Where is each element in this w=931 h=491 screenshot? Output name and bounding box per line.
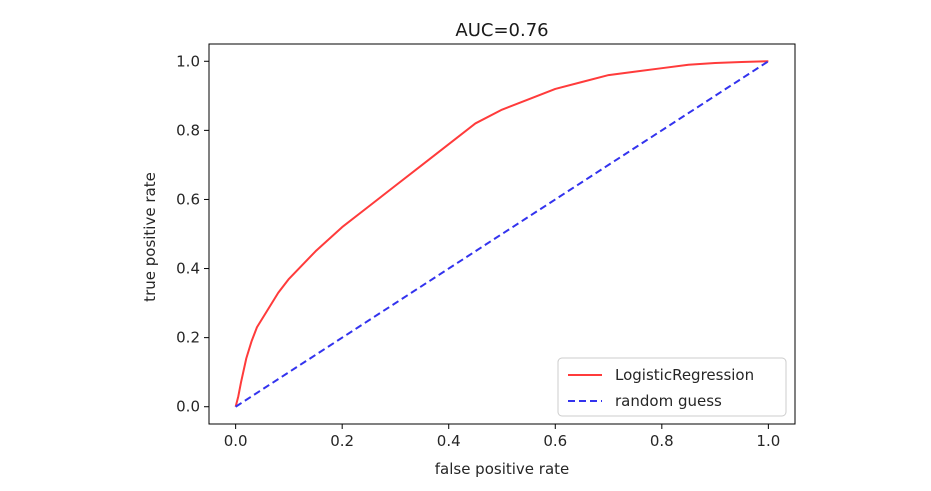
y-tick-label: 0.2: [176, 329, 200, 347]
y-tick-label: 0.0: [176, 398, 200, 416]
series-line-logisticregression: [234, 60, 769, 407]
y-axis-label: true positive rate: [141, 172, 159, 302]
x-tick-label: 0.6: [543, 432, 567, 450]
legend: LogisticRegression random guess: [557, 357, 787, 417]
chart-title: AUC=0.76: [455, 20, 548, 41]
x-tick-label: 0.2: [330, 432, 354, 450]
legend-label-random-guess: random guess: [615, 392, 722, 410]
series-line-random-guess: [235, 60, 769, 408]
y-tick-label: 0.8: [176, 121, 200, 139]
series-group: [234, 60, 769, 408]
y-tick-label: 0.6: [176, 190, 200, 208]
ticks-group: 0.0 0.2 0.4 0.6 0.8 1.0 0.0 0.2 0.4 0.6 0.8 1.0: [176, 52, 780, 450]
legend-label-logistic-regression: LogisticRegression: [615, 366, 754, 384]
legend-box: [557, 357, 787, 417]
y-tick-label: 0.4: [176, 260, 200, 278]
x-tick-label: 0.8: [650, 432, 674, 450]
x-tick-label: 0.0: [224, 432, 248, 450]
plot-frame: [208, 43, 796, 425]
x-tick-label: 1.0: [756, 432, 780, 450]
x-axis-label: false positive rate: [435, 460, 570, 478]
y-tick-label: 1.0: [176, 52, 200, 70]
x-tick-label: 0.4: [437, 432, 461, 450]
